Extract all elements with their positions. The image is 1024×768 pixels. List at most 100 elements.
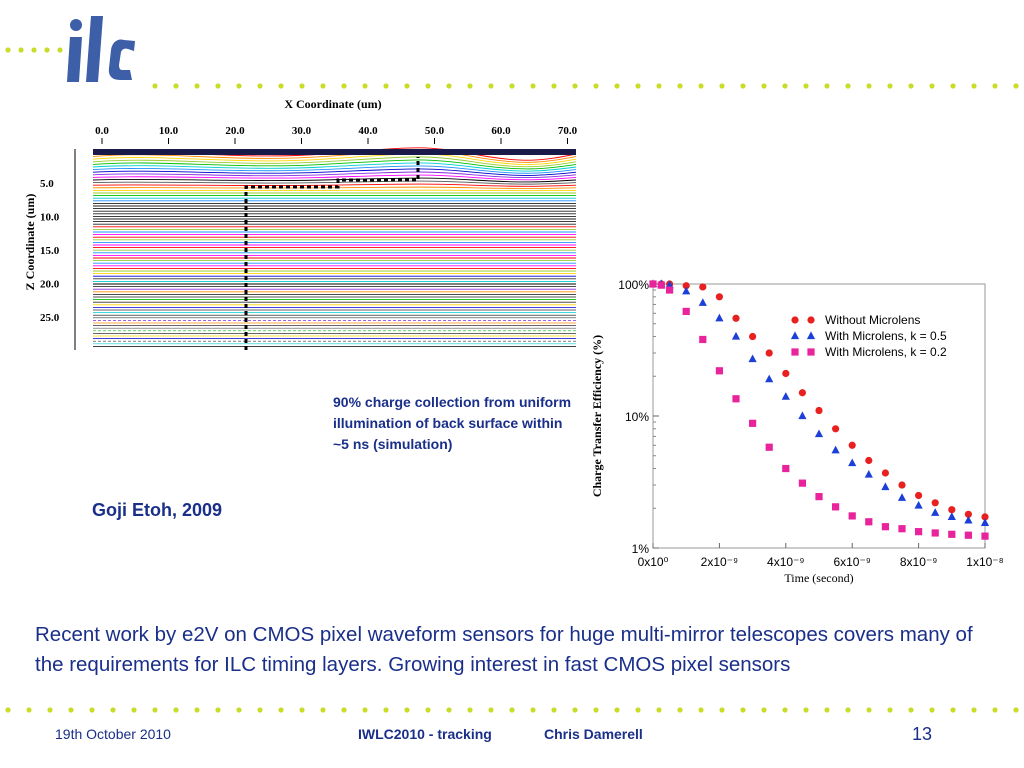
decor-dot (509, 707, 515, 713)
data-point (682, 307, 690, 316)
decor-dot (1013, 707, 1019, 713)
decor-dot (677, 707, 683, 713)
legend-marker (790, 331, 800, 340)
decor-dot (362, 707, 368, 713)
decor-dot (383, 83, 389, 89)
decor-dot (57, 47, 63, 53)
x-tick-label: 40.0 (358, 125, 378, 137)
decor-dot (44, 47, 50, 53)
legend: Without Microlens With Microlens, k = 0.5… (790, 313, 947, 359)
data-point (682, 286, 691, 295)
x-tick-label: 50.0 (425, 125, 445, 137)
x-tick-label: 6x10⁻⁹ (833, 555, 871, 569)
data-point (749, 332, 757, 341)
decor-dot (89, 707, 95, 713)
y-tick-label: 10% (625, 410, 649, 424)
decor-dot (887, 707, 893, 713)
decor-dot (299, 707, 305, 713)
decor-dot (425, 707, 431, 713)
decor-dot (47, 707, 53, 713)
data-point (682, 282, 690, 290)
data-point (848, 441, 856, 449)
contour-line (92, 168, 577, 176)
decor-dot (236, 707, 242, 713)
contour-line (92, 177, 577, 183)
data-point (765, 443, 773, 451)
decor-dot (887, 83, 893, 89)
decor-dot (698, 83, 704, 89)
data-point (864, 469, 873, 478)
decor-dot (215, 83, 221, 89)
data-point (715, 367, 723, 375)
decor-dot (656, 707, 662, 713)
plot-area (652, 283, 986, 549)
decor-dot (446, 707, 452, 713)
decor-dot (782, 707, 788, 713)
data-point (948, 530, 956, 538)
decor-dot (614, 707, 620, 713)
decor-dot (971, 83, 977, 89)
decor-dot (908, 707, 914, 713)
data-point (649, 280, 657, 288)
surface-band (93, 149, 576, 155)
decor-dot (992, 707, 998, 713)
decor-dot (110, 707, 116, 713)
decor-dot (614, 83, 620, 89)
data-point (782, 464, 790, 473)
decor-dot (404, 707, 410, 713)
decor-dot (656, 83, 662, 89)
charge-transfer-chart: 0x10⁰ 2x10⁻⁹ 4x10⁻⁹ 6x10⁻⁹ 8x10⁻⁹ 1x10⁻⁸ 100% 1… (590, 278, 1004, 585)
contour-lines (92, 147, 577, 347)
decor-dot (761, 83, 767, 89)
data-point (865, 518, 873, 526)
decor-dot (782, 83, 788, 89)
y-axis-title: Charge Transfer Efficiency (%) (590, 335, 604, 497)
z-axis-ticks: 5.0 10.0 15.0 20.0 25.0 (40, 178, 60, 324)
footer-event: IWLC2010 - tracking (358, 726, 492, 742)
data-point (964, 510, 972, 518)
decor-dot (866, 83, 872, 89)
data-point (881, 482, 890, 491)
data-point (657, 281, 665, 289)
x-tick-label: 60.0 (491, 125, 511, 137)
decor-dot (257, 83, 263, 89)
data-point (964, 531, 972, 539)
decor-dot (446, 83, 452, 89)
decor-dot (845, 707, 851, 713)
data-point (765, 374, 774, 383)
decor-dot (320, 707, 326, 713)
decor-dot (593, 83, 599, 89)
decor-dot (5, 707, 11, 713)
x-tick-label: 4x10⁻⁹ (767, 555, 805, 569)
data-point (815, 493, 823, 501)
decor-dot (341, 83, 347, 89)
decor-dot (320, 83, 326, 89)
x-axis-title: Time (second) (784, 571, 853, 585)
decor-dot (467, 707, 473, 713)
decor-dot (425, 83, 431, 89)
decor-dot (866, 707, 872, 713)
data-point (832, 425, 840, 433)
data-point (715, 293, 723, 301)
legend-label: With Microlens, k = 0.2 (825, 345, 947, 359)
data-point (699, 283, 707, 291)
x-tick-label: 70.0 (558, 125, 578, 137)
contour-line (92, 171, 577, 179)
data-point (981, 532, 989, 540)
decorative-dotted-line-top (5, 47, 1019, 89)
decor-dot (950, 707, 956, 713)
data-point (715, 313, 724, 322)
decor-dot (929, 707, 935, 713)
x-tick-label: 0.0 (95, 125, 109, 137)
decor-dot (278, 707, 284, 713)
decor-dot (992, 83, 998, 89)
legend-marker (806, 331, 816, 340)
z-tick-label: 10.0 (40, 212, 60, 224)
collection-path (244, 157, 420, 350)
data-point (865, 456, 873, 465)
data-point (665, 280, 674, 289)
x-tick-label: 1x10⁻⁸ (966, 555, 1003, 569)
data-point (915, 528, 923, 536)
x-tick-label: 8x10⁻⁹ (900, 555, 938, 569)
decor-dot (5, 47, 11, 53)
